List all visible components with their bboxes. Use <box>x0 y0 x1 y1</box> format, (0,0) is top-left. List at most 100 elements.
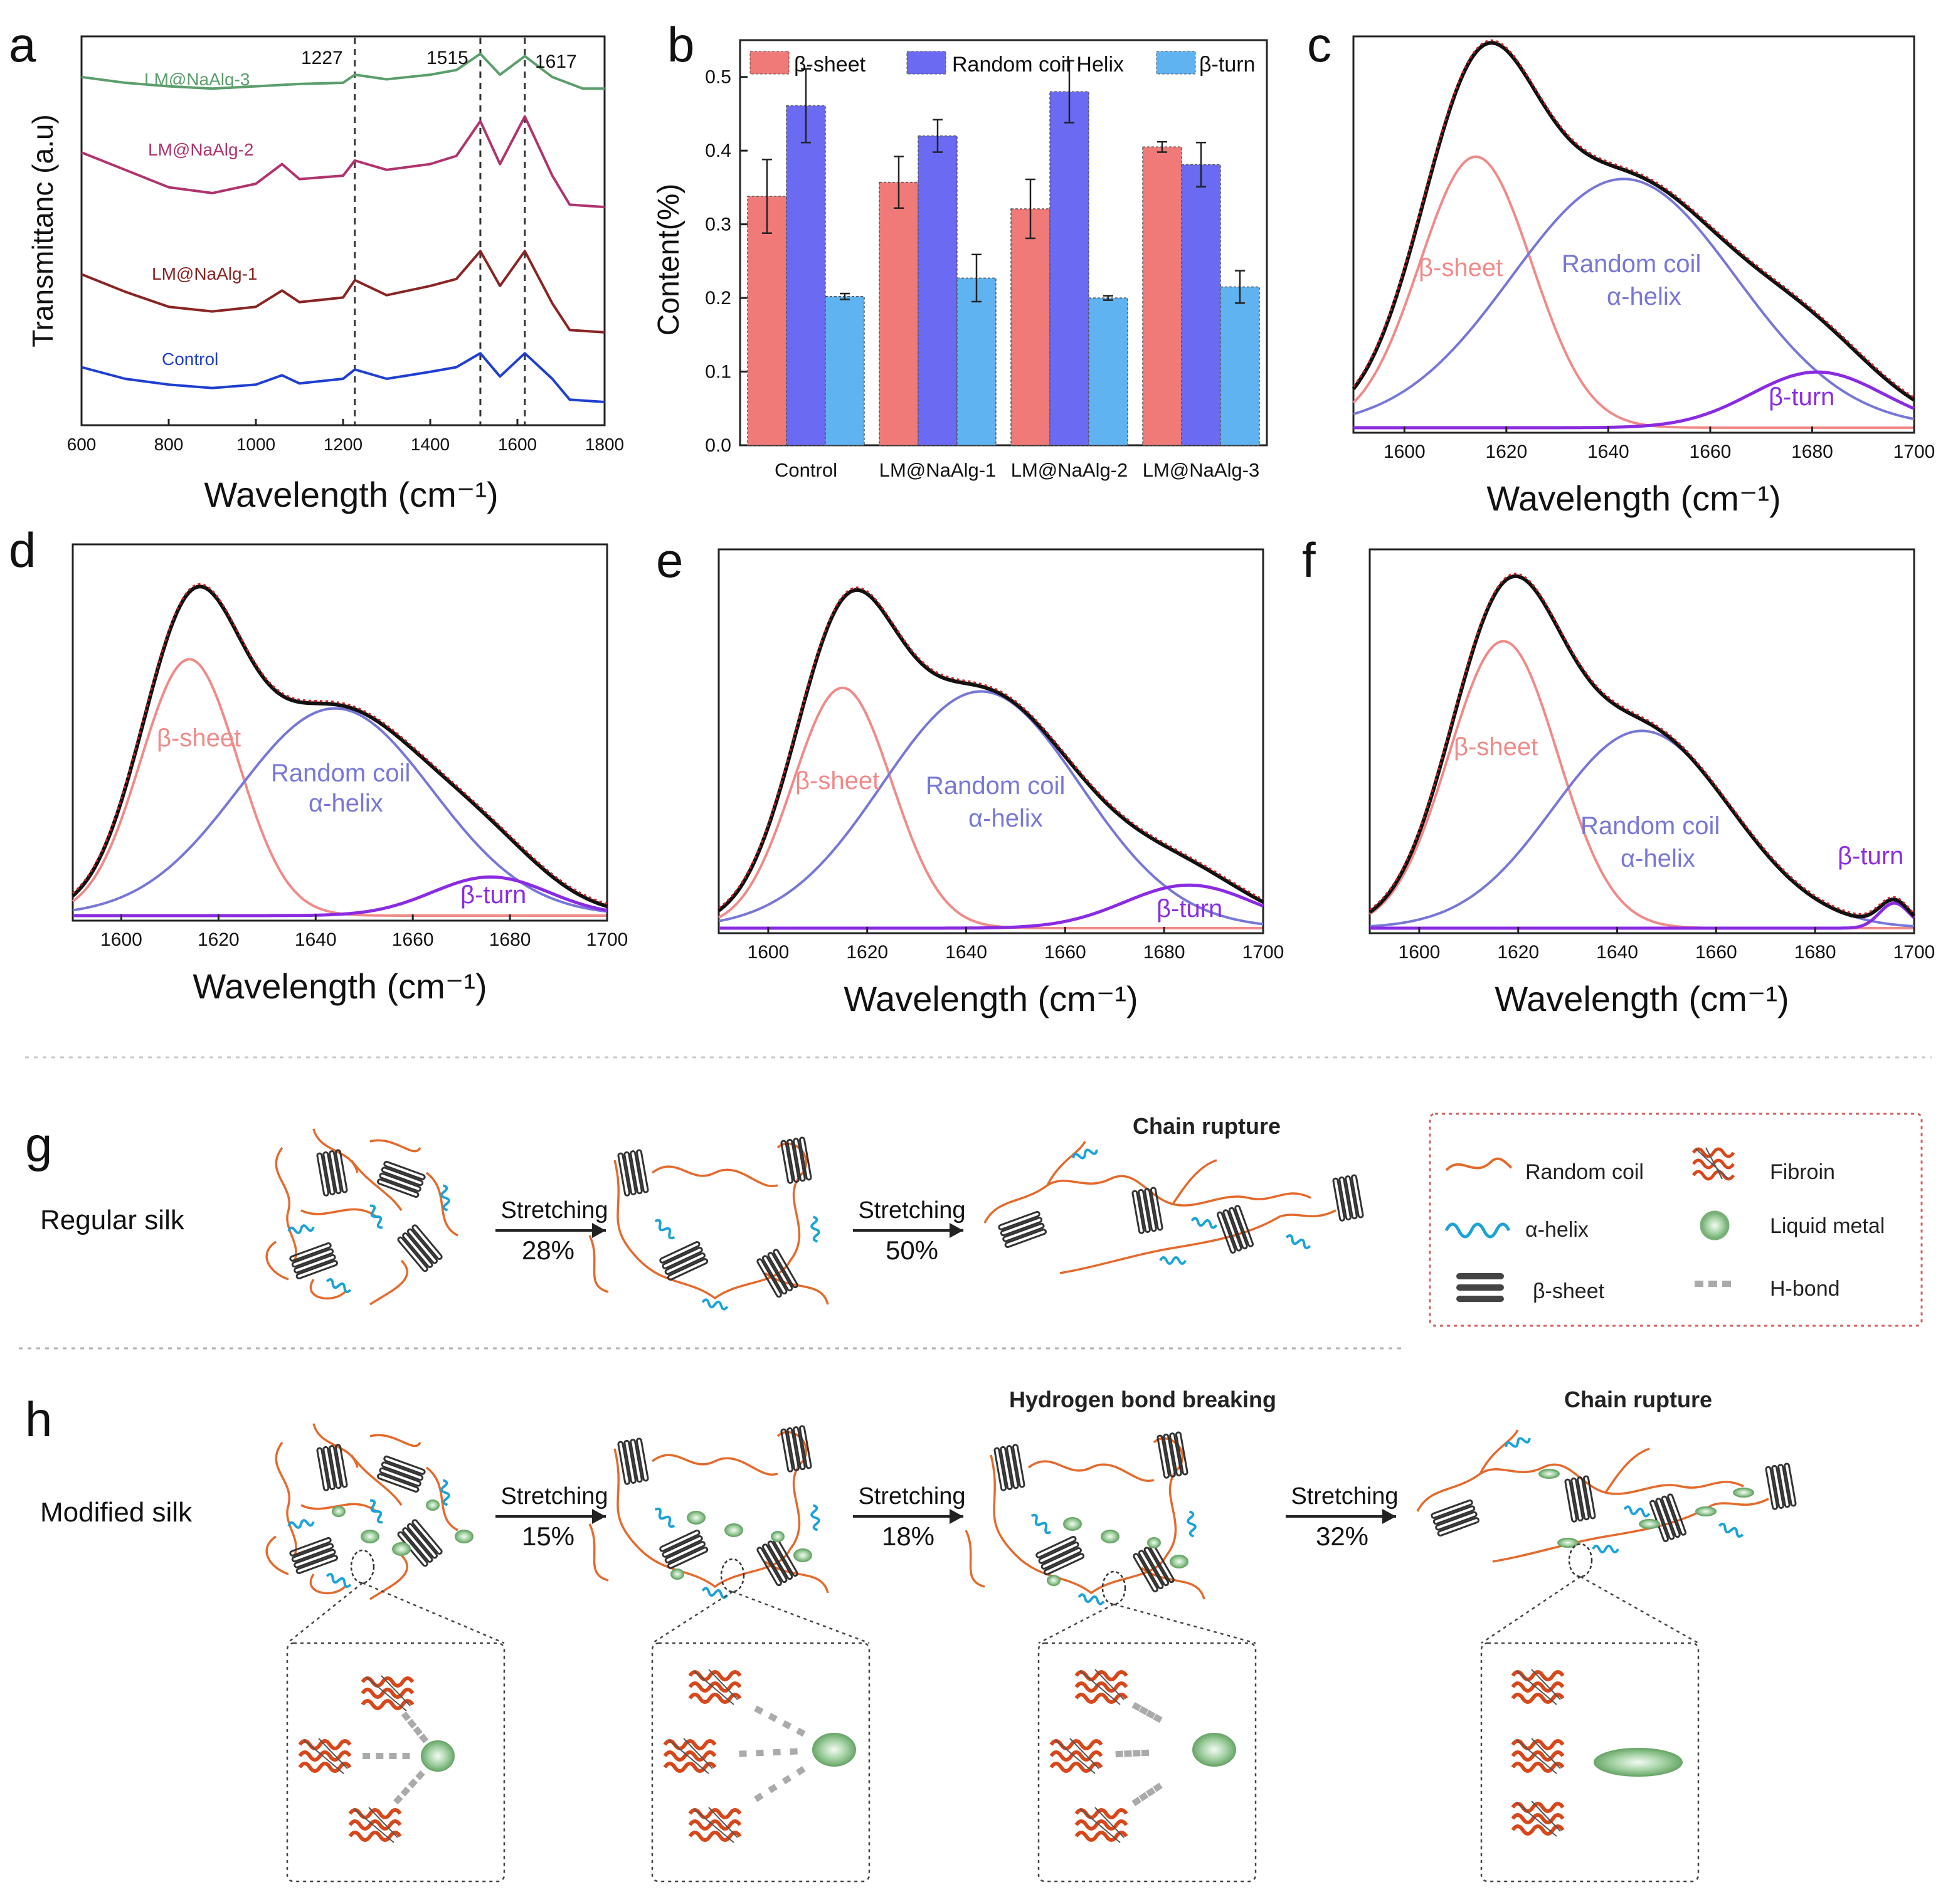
plot-frame-a <box>80 35 606 426</box>
helix-path <box>1190 1217 1218 1229</box>
beta-sheet-icon <box>617 1149 649 1197</box>
beta-sheet-icon <box>1035 1535 1085 1575</box>
legend-beta-sheet: β-sheet <box>1533 1279 1605 1303</box>
bar <box>1142 146 1182 446</box>
sheet-strand <box>406 1523 438 1559</box>
sheet-strand <box>1138 1188 1151 1233</box>
beta-sheet-icon <box>1564 1475 1596 1523</box>
fibroin-icon <box>688 1669 806 1737</box>
panel-b: b 0.0 0.1 0.2 0.3 0.4 0.5 Control LM@NaAlg-1 LM… <box>652 17 1268 481</box>
panel-letter-c: c <box>1307 17 1331 72</box>
peak-label-1617: 1617 <box>535 51 577 72</box>
helix-path <box>1505 1437 1531 1448</box>
h-bond-dash <box>796 1727 806 1737</box>
helix-path <box>810 1215 820 1243</box>
fibroin-icon <box>688 1766 806 1843</box>
sheet-strand <box>1144 1188 1157 1232</box>
fibroin-icon <box>1691 1147 1735 1181</box>
helix-icon <box>440 1184 450 1212</box>
zoom-guide <box>362 1582 505 1644</box>
coil-path <box>613 1142 808 1300</box>
x-tick-label: 1600 <box>748 942 790 963</box>
liquid-metal-icon <box>1695 1506 1717 1516</box>
series-label-lm3: LM@NaAlg-3 <box>144 70 250 89</box>
sheet-strand <box>289 1242 332 1262</box>
zoom-insets <box>286 1543 1700 1883</box>
h-bond-dash <box>754 1792 764 1802</box>
stretch-percent: 28% <box>522 1235 574 1265</box>
stretch-percent: 32% <box>1316 1521 1368 1551</box>
series-label-lm2: LM@NaAlg-2 <box>148 140 253 159</box>
h-bond-dash <box>408 1778 418 1789</box>
x-tick-label: 1680 <box>489 929 531 950</box>
modified-silk-structures <box>265 1423 1797 1605</box>
beta-sheet-icon <box>377 1160 426 1198</box>
peak-label-1515: 1515 <box>426 48 468 68</box>
zoom-guide <box>1038 1603 1114 1644</box>
sheet-strand <box>383 1160 426 1180</box>
helix-path <box>654 1219 675 1240</box>
label-beta-sheet: β-sheet <box>1419 254 1503 282</box>
h-bond-dash <box>739 1750 747 1757</box>
liquid-metal-icon <box>1594 1748 1683 1777</box>
bar <box>747 196 787 446</box>
label-alpha-helix: α-helix <box>309 790 383 817</box>
fibroin-detail <box>1516 1738 1561 1774</box>
sheet-strand <box>329 1150 342 1195</box>
sheet-strand <box>1570 1477 1584 1521</box>
sheet-strand <box>767 1252 793 1292</box>
x-axis-label: Wavelength (cm⁻¹) <box>844 979 1138 1018</box>
coil-band <box>718 690 1264 926</box>
helix-icon <box>654 1219 675 1240</box>
helix-icon <box>1077 1593 1105 1605</box>
stretch-label: Stretching <box>858 1197 965 1224</box>
zoom-guide <box>1481 1575 1581 1644</box>
helix-icon <box>701 1587 729 1599</box>
beta-sheet-icon <box>1133 1543 1175 1593</box>
sheet-strand <box>1163 1433 1176 1478</box>
h-bond-dash <box>402 1753 410 1759</box>
sheet-strand <box>630 1439 643 1483</box>
x-tick-label: 1800 <box>585 435 624 454</box>
helix-icon <box>1592 1545 1619 1553</box>
x-tick-label: 1700 <box>586 929 628 950</box>
row-label-modified: Modified silk <box>40 1497 193 1528</box>
sheet-strand <box>379 1172 421 1192</box>
sheet-strand <box>1765 1466 1779 1510</box>
category-label: Control <box>775 459 837 481</box>
sheet-strand <box>798 1425 812 1469</box>
beta-sheet-icon <box>1456 1273 1504 1302</box>
sheet-strand <box>1133 1553 1158 1593</box>
liquid-metal-icon <box>1733 1488 1754 1498</box>
h-bond-dash <box>790 1748 798 1755</box>
coil-band <box>1353 177 1915 421</box>
y-tick-label: 0.5 <box>705 67 731 88</box>
random-coil-icon <box>1445 1157 1513 1171</box>
sheet-strand <box>295 1555 338 1574</box>
beta-sheet-icon <box>397 1224 443 1272</box>
legend-label-coil: Random coil Helix <box>952 53 1124 77</box>
panel-letter-a: a <box>9 17 36 72</box>
label-random-coil: Random coil <box>926 772 1065 800</box>
zoom-inset <box>651 1558 871 1883</box>
helix-icon <box>654 1507 675 1528</box>
liquid-metal-icon <box>1538 1469 1560 1479</box>
fibroin-detail <box>1054 1738 1099 1774</box>
h-bond-dash <box>1138 1792 1149 1802</box>
h-bond-dash <box>1124 1750 1132 1757</box>
plot-frame <box>71 543 608 922</box>
panel-letter-f: f <box>1302 532 1316 588</box>
sheet-strand <box>1138 1550 1164 1590</box>
x-tick-label: 1660 <box>1690 442 1732 462</box>
stage-title-chain-rupture: Chain rupture <box>1564 1387 1712 1412</box>
helix-path <box>701 1587 729 1599</box>
sheet-strand <box>1437 1517 1479 1536</box>
x-tick-label: 1640 <box>295 929 337 950</box>
helix-path <box>1623 1505 1651 1518</box>
zoom-guide <box>732 1590 870 1644</box>
beta-sheet-icon <box>1217 1205 1254 1254</box>
y-tick-label: 0.4 <box>705 140 731 161</box>
sheet-strand <box>291 1543 334 1563</box>
sheet-strand <box>295 1260 338 1279</box>
sheet-strand <box>1222 1209 1242 1252</box>
